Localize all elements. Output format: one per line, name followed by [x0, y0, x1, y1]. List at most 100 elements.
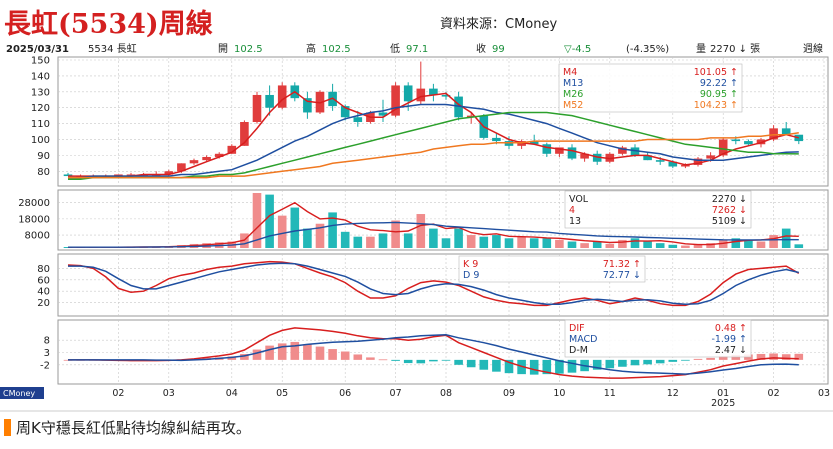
y-tick-label: -2: [40, 360, 50, 371]
volume-bar: [328, 212, 337, 248]
macd-histogram-bar: [303, 344, 312, 360]
candle-body: [706, 155, 715, 159]
volume-bar: [403, 233, 413, 248]
volume-bar: [265, 194, 274, 248]
candle-body: [265, 94, 274, 108]
candle-body: [202, 156, 211, 161]
kd-panel-frame: [57, 253, 829, 317]
volume-bar: [441, 238, 451, 248]
y-tick-label: 140: [31, 71, 50, 82]
y-tick-label: 80: [37, 167, 50, 178]
volume-bar: [731, 238, 741, 248]
low-value: 97.1: [406, 44, 428, 55]
legend-value: 104.23 ↑: [694, 100, 738, 111]
macd-histogram-bar: [605, 359, 615, 369]
candle-body: [504, 141, 514, 146]
volume-bar: [429, 228, 438, 248]
volume-bar: [655, 243, 665, 248]
volume-bar: [769, 235, 778, 248]
y-tick-label: 8: [44, 336, 50, 347]
x-tick-label: 02: [112, 388, 124, 399]
y-tick-label: 20: [37, 298, 50, 309]
chart-title: 長虹(5534)周線: [4, 8, 213, 40]
y-tick-label: 40: [37, 287, 50, 298]
x-tick-label: 03: [163, 388, 175, 399]
volume-bar: [529, 238, 539, 248]
y-tick-label: 28000: [18, 198, 50, 209]
volume-bar: [277, 215, 287, 248]
macd-histogram-bar: [630, 359, 640, 366]
volume-bar: [555, 239, 564, 248]
legend-name: M13: [563, 78, 583, 89]
volume-bar: [492, 235, 501, 248]
candle-body: [454, 96, 463, 118]
volume-bar: [454, 228, 463, 248]
candle-body: [756, 139, 766, 145]
candle-body: [227, 145, 237, 154]
volume-bar: [391, 220, 400, 248]
macd-histogram-bar: [643, 359, 652, 365]
candle-body: [542, 144, 552, 154]
x-tick-label: 03: [818, 388, 830, 399]
volume-bar: [378, 233, 388, 248]
x-tick-label: 02: [768, 388, 780, 399]
volume-bar: [706, 243, 715, 248]
volume-bar: [517, 236, 526, 248]
candle-body: [693, 158, 703, 165]
candle-body: [655, 160, 665, 162]
macd-histogram-bar: [277, 343, 287, 360]
volume-bar: [643, 241, 652, 248]
caption-text: 周K守穩長紅低點待均線糾結再攻。: [16, 419, 251, 437]
volume-bar: [605, 243, 615, 248]
marks-layer: [63, 61, 804, 379]
candle-body: [529, 141, 539, 145]
volume-bar: [479, 236, 489, 248]
macd-line-macd: [68, 334, 799, 375]
legend-name: D-M: [569, 345, 588, 356]
x-tick-label: 01: [717, 388, 729, 399]
volume-bar: [303, 228, 312, 248]
x-tick-label: 11: [604, 388, 616, 399]
candle-body: [303, 98, 312, 113]
close-value: 99: [492, 44, 505, 55]
legend-value: 90.95 ↑: [700, 89, 738, 100]
candle-body: [340, 106, 350, 118]
volume-bar: [542, 238, 552, 248]
y-tick-label: 3: [44, 348, 50, 359]
macd-histogram-bar: [555, 359, 564, 374]
candle-body: [378, 112, 388, 116]
legend-box: [558, 63, 743, 113]
volume-bar: [567, 241, 577, 248]
legend-name: DIF: [569, 323, 585, 334]
candle-body: [618, 147, 627, 154]
candle-body: [114, 174, 123, 177]
x-tick-label: 08: [440, 388, 452, 399]
macd-histogram-bar: [618, 359, 627, 367]
candle-body: [177, 163, 186, 172]
volume-bar: [681, 245, 690, 248]
volume-ma-line-13: [68, 221, 799, 248]
change-percent: (-4.35%): [626, 44, 669, 55]
macd-histogram-bar: [693, 358, 703, 360]
candle-body: [580, 153, 589, 159]
macd-histogram-bar: [542, 359, 552, 375]
macd-histogram-bar: [756, 353, 766, 360]
macd-histogram-bar: [290, 341, 300, 360]
macd-histogram-bar: [655, 359, 665, 364]
y-tick-label: 130: [31, 87, 50, 98]
macd-histogram-bar: [668, 359, 678, 362]
open-value: 102.5: [234, 44, 263, 55]
open-label: 開: [218, 43, 228, 55]
legend-box: [564, 319, 752, 358]
candle-body: [668, 161, 678, 167]
volume-label: 量: [696, 43, 706, 55]
volume-bar: [744, 239, 753, 248]
volume-bar: [366, 236, 375, 248]
volume-bar: [416, 214, 426, 248]
candle-body: [681, 164, 690, 167]
macd-histogram-bar: [718, 355, 728, 360]
volume-bar: [756, 241, 766, 248]
info-stock: 5534 長虹: [88, 43, 137, 55]
